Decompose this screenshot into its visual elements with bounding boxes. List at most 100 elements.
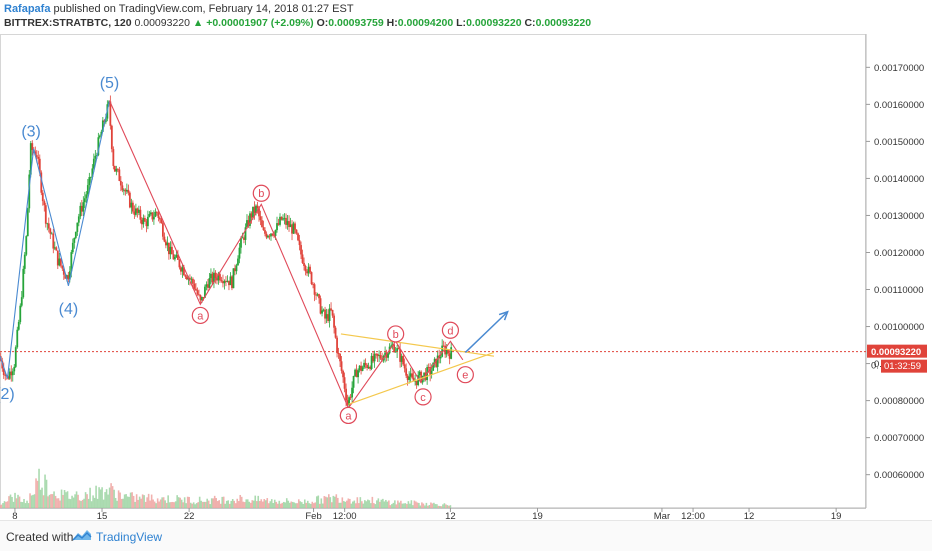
volume-bar bbox=[75, 491, 78, 508]
volume-bar bbox=[264, 500, 267, 508]
candle-body bbox=[343, 377, 346, 389]
candle-body bbox=[336, 337, 338, 354]
volume-bar bbox=[297, 499, 300, 508]
candle-body bbox=[355, 369, 358, 378]
volume-bar bbox=[379, 501, 381, 508]
volume-bar bbox=[201, 501, 204, 508]
candle-body bbox=[158, 217, 161, 220]
candle-body bbox=[64, 274, 67, 279]
candle-body bbox=[26, 208, 29, 237]
candle-body bbox=[110, 125, 113, 150]
candle-body bbox=[396, 348, 399, 352]
candle-body bbox=[17, 322, 20, 330]
triangle-wave-label-circle bbox=[414, 388, 432, 406]
candle-body bbox=[340, 361, 343, 371]
candle-body bbox=[345, 388, 347, 401]
impulse-wave-label: (3) bbox=[21, 123, 41, 140]
volume-bar bbox=[60, 489, 63, 508]
volume-bar bbox=[334, 496, 336, 508]
triangle-wave-label: a bbox=[345, 410, 352, 422]
candle-body bbox=[25, 236, 28, 255]
candle-body bbox=[103, 120, 106, 123]
volume-bar bbox=[299, 501, 302, 508]
volume-bar bbox=[41, 487, 43, 508]
candle-body bbox=[37, 156, 40, 159]
candle-body bbox=[295, 229, 298, 234]
price-chart[interactable]: 0.00170000 0.00160000 0.00150000 0.00140000… bbox=[0, 34, 932, 520]
y-tick-label: 0.00170000 bbox=[874, 63, 924, 74]
candle-body bbox=[352, 375, 355, 388]
volume-bar bbox=[370, 503, 372, 508]
author-name[interactable]: Rafapafa bbox=[4, 3, 51, 15]
volume-bar bbox=[182, 502, 184, 508]
volume-bar bbox=[315, 496, 318, 508]
volume-bar bbox=[401, 503, 404, 508]
candle-body bbox=[313, 284, 316, 295]
candle-body bbox=[249, 213, 251, 226]
volume-bar bbox=[239, 494, 242, 508]
candle-body bbox=[418, 371, 421, 376]
candle-body bbox=[271, 233, 274, 236]
candle-body bbox=[409, 373, 412, 377]
candle-body bbox=[406, 375, 409, 380]
volume-bar bbox=[171, 501, 174, 508]
candle-body bbox=[379, 355, 382, 359]
volume-bar bbox=[403, 503, 405, 508]
volume-bar bbox=[186, 496, 189, 508]
symbol-label[interactable]: BITTREX:STRATBTC, 120 bbox=[4, 17, 132, 29]
y-tick-label: 0.00110000 bbox=[874, 285, 924, 296]
volume-bar bbox=[17, 494, 19, 508]
volume-bar bbox=[146, 497, 148, 508]
candle-body bbox=[370, 355, 373, 369]
candle-body bbox=[282, 218, 284, 220]
volume-bar bbox=[318, 503, 321, 508]
candle-body bbox=[91, 168, 94, 178]
candle-body bbox=[77, 216, 80, 223]
volume-bar bbox=[228, 503, 231, 508]
chart-header: Rafapafa published on TradingView.com, F… bbox=[4, 2, 904, 32]
candle-body bbox=[58, 258, 61, 266]
candle-body bbox=[277, 223, 280, 225]
candle-body bbox=[285, 217, 287, 225]
volume-bar bbox=[237, 501, 240, 508]
chart-area[interactable]: 0.00170000 0.00160000 0.00150000 0.00140000… bbox=[0, 34, 932, 520]
triangle-wave-label-circle bbox=[456, 366, 474, 384]
triangle-wave-label-circle bbox=[441, 321, 460, 339]
volume-bar bbox=[54, 495, 57, 508]
x-tick-label: 12:00 bbox=[333, 511, 357, 520]
candle-body bbox=[181, 267, 184, 272]
candle-body bbox=[208, 278, 211, 288]
open-value: 0.00093759 bbox=[328, 17, 384, 29]
volume-bar bbox=[168, 502, 171, 508]
triangle-wave-line bbox=[347, 340, 464, 409]
candle-body bbox=[297, 233, 299, 241]
candle-body bbox=[289, 224, 292, 228]
candle-body bbox=[307, 266, 310, 274]
candle-body bbox=[59, 258, 62, 266]
x-tick-label: Feb bbox=[305, 511, 321, 520]
candle-body bbox=[76, 222, 79, 232]
candle-body bbox=[337, 353, 340, 354]
candle-body bbox=[306, 271, 308, 274]
volume-bar bbox=[306, 500, 309, 508]
volume-bar bbox=[260, 499, 263, 508]
candle-body bbox=[20, 297, 23, 306]
volume-bar bbox=[140, 498, 142, 508]
candle-body bbox=[100, 131, 103, 136]
x-tick-label: 8 bbox=[12, 511, 17, 520]
candle-body bbox=[349, 397, 352, 399]
candle-body bbox=[448, 353, 451, 359]
volume-bar bbox=[81, 499, 84, 508]
volume-bar bbox=[261, 501, 264, 508]
candle-body bbox=[229, 276, 232, 286]
volume-bar bbox=[8, 496, 10, 508]
volume-bar bbox=[380, 499, 383, 508]
candle-body bbox=[175, 254, 178, 257]
open-label: O: bbox=[316, 17, 329, 29]
volume-bar bbox=[90, 501, 93, 508]
volume-bar bbox=[273, 499, 276, 508]
candle-body bbox=[354, 369, 356, 376]
candle-body bbox=[89, 177, 92, 178]
volume-bar bbox=[204, 501, 207, 508]
candle-body bbox=[186, 276, 188, 280]
